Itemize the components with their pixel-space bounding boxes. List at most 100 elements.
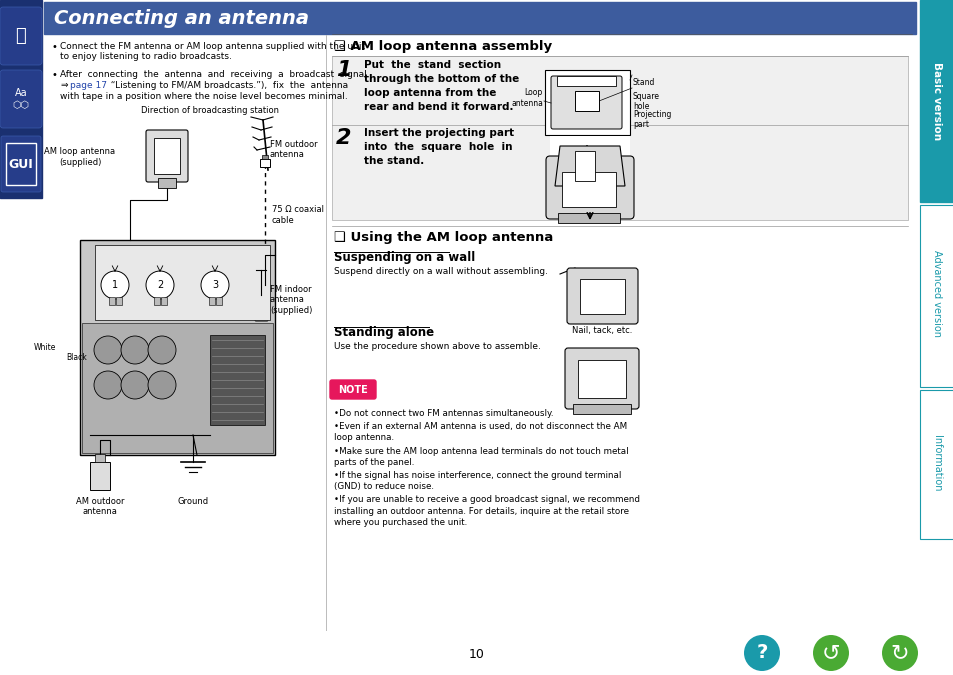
Bar xyxy=(210,335,265,425)
Text: FM outdoor
antenna: FM outdoor antenna xyxy=(270,140,317,159)
Text: Standing alone: Standing alone xyxy=(334,326,434,339)
Bar xyxy=(544,70,629,135)
Text: Aa
⬡⬡: Aa ⬡⬡ xyxy=(12,88,30,110)
FancyBboxPatch shape xyxy=(1,136,41,192)
Text: •: • xyxy=(52,42,58,52)
Bar xyxy=(6,143,36,185)
Text: with tape in a position where the noise level becomes minimal.: with tape in a position where the noise … xyxy=(60,92,348,101)
Bar xyxy=(90,462,110,490)
Bar xyxy=(557,76,616,86)
Text: 1: 1 xyxy=(335,60,351,80)
Bar xyxy=(44,2,915,34)
Text: Ground: Ground xyxy=(177,497,209,506)
Bar xyxy=(332,56,907,220)
Text: Nail, tack, etc.: Nail, tack, etc. xyxy=(571,326,632,335)
Text: “Listening to FM/AM broadcasts.”),  fix  the  antenna: “Listening to FM/AM broadcasts.”), fix t… xyxy=(105,81,348,90)
Text: •Do not connect two FM antennas simultaneously.: •Do not connect two FM antennas simultan… xyxy=(334,409,553,418)
Circle shape xyxy=(94,336,122,364)
Text: ?: ? xyxy=(756,643,767,662)
Text: Stand: Stand xyxy=(633,78,655,87)
Circle shape xyxy=(201,271,229,299)
Circle shape xyxy=(121,371,149,399)
Bar xyxy=(95,454,105,462)
Bar xyxy=(153,138,180,174)
Text: •: • xyxy=(52,70,58,80)
Bar xyxy=(575,91,598,111)
Text: Suspending on a wall: Suspending on a wall xyxy=(334,251,475,264)
Bar xyxy=(116,297,122,305)
Text: 1: 1 xyxy=(112,280,118,290)
Text: Insert the projecting part
into  the  square  hole  in
the stand.: Insert the projecting part into the squa… xyxy=(364,128,514,166)
Bar xyxy=(262,155,268,159)
Bar xyxy=(919,205,953,387)
Text: 3: 3 xyxy=(212,280,218,290)
Text: 10: 10 xyxy=(469,649,484,662)
Text: ❑ Using the AM loop antenna: ❑ Using the AM loop antenna xyxy=(334,231,553,244)
FancyBboxPatch shape xyxy=(254,294,268,321)
Text: NOTE: NOTE xyxy=(337,385,368,395)
Text: AM outdoor
antenna: AM outdoor antenna xyxy=(75,497,124,516)
Text: 📖: 📖 xyxy=(15,27,27,45)
Text: page 17: page 17 xyxy=(70,81,107,90)
Text: White: White xyxy=(33,344,56,352)
Bar xyxy=(260,159,270,167)
Text: 2: 2 xyxy=(335,128,351,148)
Bar xyxy=(550,136,629,191)
Circle shape xyxy=(148,371,175,399)
Text: Projecting
part: Projecting part xyxy=(633,110,671,130)
Bar xyxy=(573,404,630,414)
Text: ⇒: ⇒ xyxy=(60,81,68,90)
Text: ↺: ↺ xyxy=(821,643,840,663)
Text: FM indoor
antenna
(supplied): FM indoor antenna (supplied) xyxy=(270,285,312,315)
Bar xyxy=(209,297,214,305)
Circle shape xyxy=(812,635,848,671)
Circle shape xyxy=(882,635,917,671)
Text: Advanced version: Advanced version xyxy=(931,250,941,337)
Circle shape xyxy=(148,336,175,364)
Text: ❑ AM loop antenna assembly: ❑ AM loop antenna assembly xyxy=(334,40,552,53)
FancyBboxPatch shape xyxy=(564,348,639,409)
Bar xyxy=(579,279,624,314)
Circle shape xyxy=(146,271,173,299)
Bar xyxy=(153,297,160,305)
Polygon shape xyxy=(555,146,624,186)
Text: Square
hole: Square hole xyxy=(633,92,659,111)
Bar xyxy=(80,240,274,455)
FancyBboxPatch shape xyxy=(0,7,42,65)
Text: Use the procedure shown above to assemble.: Use the procedure shown above to assembl… xyxy=(334,342,540,351)
Bar xyxy=(919,0,953,202)
Text: AM loop antenna
(supplied): AM loop antenna (supplied) xyxy=(45,147,115,167)
Bar xyxy=(95,245,270,320)
Bar xyxy=(0,0,42,198)
Text: •Make sure the AM loop antenna lead terminals do not touch metal
parts of the pa: •Make sure the AM loop antenna lead term… xyxy=(334,446,628,467)
Text: 2: 2 xyxy=(156,280,163,290)
Text: 75 Ω coaxial
cable: 75 Ω coaxial cable xyxy=(272,205,324,225)
Bar xyxy=(578,360,625,398)
Bar xyxy=(161,297,167,305)
Bar xyxy=(109,297,115,305)
Text: Direction of broadcasting station: Direction of broadcasting station xyxy=(141,106,278,115)
Text: After  connecting  the  antenna  and  receiving  a  broadcast  signal: After connecting the antenna and receivi… xyxy=(60,70,366,79)
FancyBboxPatch shape xyxy=(545,156,634,219)
Circle shape xyxy=(101,271,129,299)
Text: ↻: ↻ xyxy=(890,643,908,663)
FancyBboxPatch shape xyxy=(566,268,638,324)
Bar xyxy=(919,390,953,539)
Circle shape xyxy=(121,336,149,364)
Text: Information: Information xyxy=(931,435,941,491)
Bar xyxy=(215,297,222,305)
Text: Connecting an antenna: Connecting an antenna xyxy=(54,9,309,28)
Circle shape xyxy=(743,635,780,671)
Text: •If you are unable to receive a good broadcast signal, we recommend
installing a: •If you are unable to receive a good bro… xyxy=(334,495,639,527)
Bar xyxy=(558,213,619,223)
Text: Connect the FM antenna or AM loop antenna supplied with the unit
to enjoy listen: Connect the FM antenna or AM loop antenn… xyxy=(60,42,365,61)
FancyBboxPatch shape xyxy=(551,76,621,129)
FancyBboxPatch shape xyxy=(0,70,42,128)
Text: Suspend directly on a wall without assembling.: Suspend directly on a wall without assem… xyxy=(334,267,547,276)
Text: Loop
antenna: Loop antenna xyxy=(511,88,542,108)
Bar xyxy=(561,172,616,207)
Text: Put  the  stand  section
through the bottom of the
loop antenna from the
rear an: Put the stand section through the bottom… xyxy=(364,60,518,112)
Text: Black: Black xyxy=(66,354,87,362)
Bar xyxy=(82,323,273,453)
Circle shape xyxy=(94,371,122,399)
